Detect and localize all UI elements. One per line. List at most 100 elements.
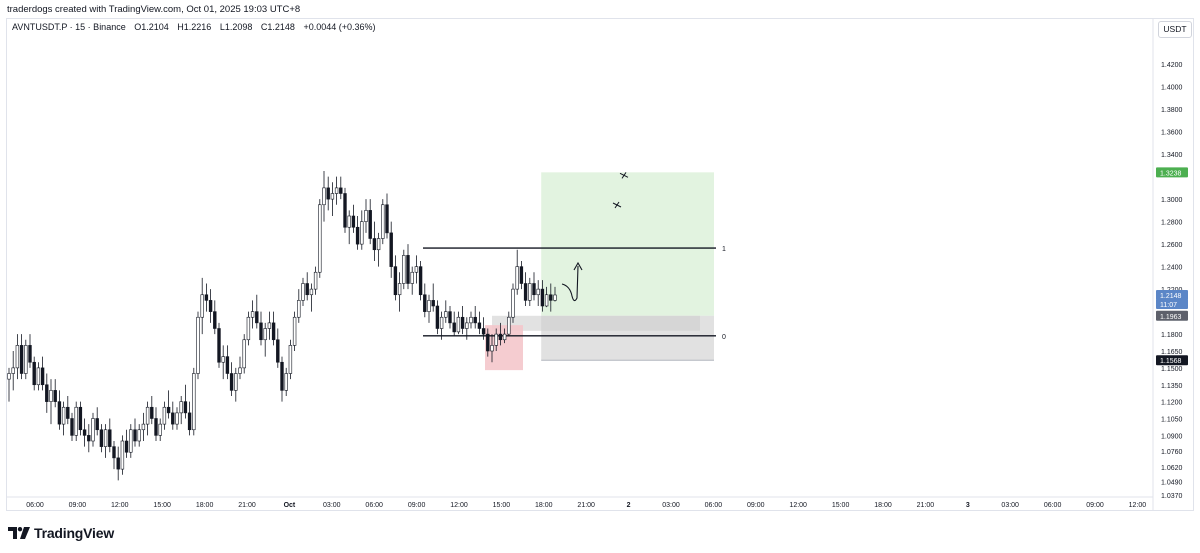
candle-body (255, 311, 259, 324)
candle-body (129, 429, 133, 453)
candle-body (99, 429, 104, 447)
candle-body (196, 316, 200, 374)
candle (494, 328, 498, 351)
candle (280, 356, 284, 402)
candle-body (406, 255, 410, 284)
price-badge-bg (1156, 289, 1188, 300)
candle (410, 266, 414, 295)
candle (381, 199, 385, 245)
candle-body (456, 316, 461, 333)
candle-body (95, 418, 99, 431)
candle-body (473, 316, 477, 324)
candle-body (166, 406, 171, 414)
x-tick-label: 2 (627, 502, 631, 509)
candle (213, 300, 217, 335)
candle-body (171, 412, 175, 425)
candle (456, 311, 461, 335)
y-tick-label: 1.3600 (1161, 130, 1183, 137)
candle-body (108, 429, 112, 447)
symbol-name[interactable]: AVNTUSDT.P · 15 · Binance (12, 22, 126, 32)
candle-body (246, 316, 251, 341)
candle-body (528, 283, 532, 301)
candle-body (305, 283, 309, 296)
candle (150, 396, 154, 425)
currency-selector[interactable]: USDT (1158, 21, 1192, 38)
candle (318, 199, 322, 278)
candle-body (192, 373, 196, 431)
candle (225, 345, 230, 380)
x-stroke (614, 201, 620, 209)
candle-body (82, 429, 87, 436)
candle-body (481, 328, 486, 335)
candle-body (187, 412, 192, 431)
candle-body (204, 294, 209, 301)
candle-body (24, 345, 28, 374)
x-tick-label: 15:00 (493, 502, 511, 509)
candle (465, 317, 469, 340)
candle (162, 401, 167, 430)
candle (74, 401, 78, 441)
chart-credit: traderdogs created with TradingView.com,… (7, 4, 301, 15)
candle (124, 429, 129, 458)
candle-body (490, 345, 494, 352)
candle-body (334, 187, 339, 194)
candle-body (40, 367, 45, 386)
candle-body (234, 373, 238, 391)
candle (347, 210, 351, 245)
candle-body (112, 446, 116, 459)
tradingview-logo[interactable]: TradingView (8, 525, 114, 541)
candle (519, 261, 524, 290)
candle-body (368, 210, 372, 239)
candle-body (536, 288, 540, 296)
price-badge-label: 1.2148 (1160, 293, 1182, 300)
candle (7, 367, 11, 402)
x-tick-label: 21:00 (917, 502, 935, 509)
candle-body (393, 266, 398, 296)
candle (263, 322, 267, 357)
candle-body (61, 406, 66, 425)
candle-body (74, 406, 78, 436)
x-tick-label: 09:00 (1086, 502, 1104, 509)
candle (175, 407, 179, 430)
candle-body (19, 345, 24, 374)
y-tick-label: 1.0370 (1161, 493, 1183, 500)
candle (267, 311, 272, 340)
candle-body (486, 333, 490, 352)
candle-body (53, 390, 57, 402)
candle-body (145, 406, 150, 425)
legend-change: +0.0044 (+0.36%) (303, 22, 376, 32)
y-tick-label: 1.2400 (1161, 265, 1183, 272)
x-tick-label: 06:00 (365, 502, 383, 509)
candle-body (66, 406, 70, 419)
candle (116, 446, 120, 481)
candle (242, 334, 246, 374)
candle-body (469, 316, 473, 324)
y-tick-label: 1.1650 (1161, 349, 1183, 356)
price-badge-label: 1.1963 (1160, 314, 1182, 321)
candle-body (288, 345, 293, 374)
candle-body (444, 311, 448, 318)
y-tick-label: 1.2600 (1161, 242, 1183, 249)
candle-body (414, 266, 419, 273)
candle (250, 300, 255, 329)
candle (99, 424, 104, 453)
candle (532, 272, 536, 301)
candle-body (297, 300, 301, 318)
x-tick-label: 18:00 (874, 502, 892, 509)
candle (528, 277, 532, 306)
candle (108, 418, 112, 453)
x-tick-label: 21:00 (577, 502, 595, 509)
candle-body (540, 288, 545, 307)
symbol-legend[interactable]: AVNTUSDT.P · 15 · Binance O1.2104 H1.221… (12, 22, 376, 32)
candle (360, 210, 364, 250)
candle-body (511, 288, 515, 318)
candle-body (116, 457, 120, 470)
candle-body (343, 193, 347, 228)
candle (343, 187, 347, 233)
projection-path (561, 265, 579, 302)
candle-body (318, 204, 322, 273)
candle-body (57, 401, 62, 425)
candle-body (45, 384, 49, 402)
candle-body (280, 361, 284, 391)
